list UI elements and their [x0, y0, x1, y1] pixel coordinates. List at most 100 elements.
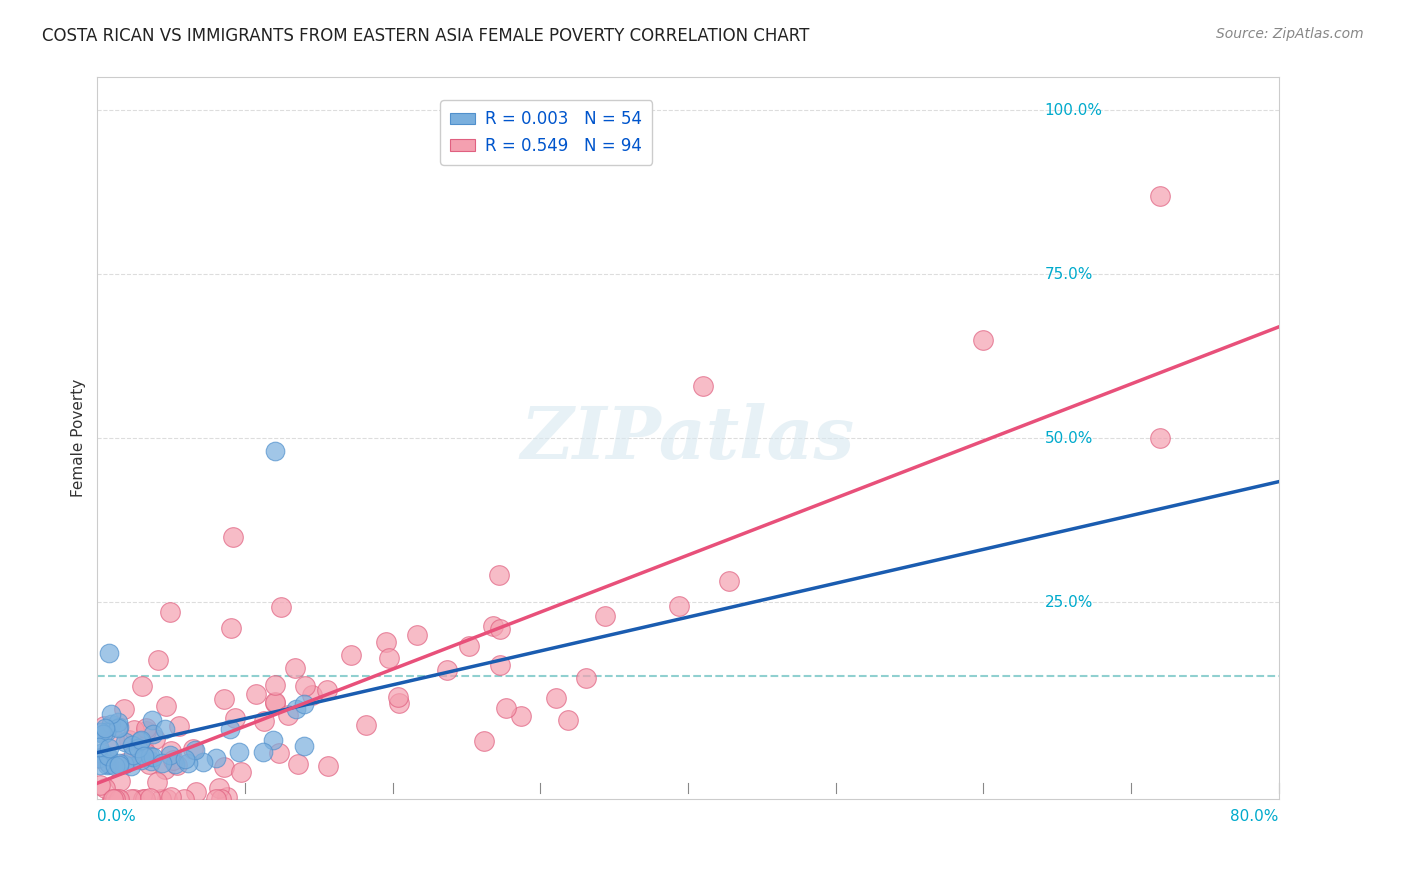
- Point: [575, 671, 598, 685]
- Point: [131, 679, 153, 693]
- Point: [160, 744, 183, 758]
- Point: [436, 663, 458, 677]
- Point: [292, 739, 315, 753]
- Point: [96, 749, 118, 764]
- Point: [229, 764, 252, 779]
- Point: [107, 721, 129, 735]
- Point: [100, 716, 122, 731]
- Point: [263, 696, 285, 710]
- Point: [107, 721, 129, 735]
- Point: [245, 687, 267, 701]
- Point: [228, 745, 250, 759]
- Point: [270, 599, 292, 614]
- Point: [100, 792, 122, 806]
- Point: [222, 531, 245, 545]
- Point: [107, 714, 129, 729]
- Point: [90, 747, 112, 761]
- Point: [692, 379, 714, 393]
- Point: [97, 749, 120, 764]
- Point: [155, 699, 177, 714]
- Point: [159, 789, 181, 804]
- Point: [96, 755, 118, 769]
- Text: 100.0%: 100.0%: [1045, 103, 1102, 118]
- Text: 75.0%: 75.0%: [1045, 267, 1092, 282]
- Point: [315, 683, 337, 698]
- Point: [121, 738, 143, 752]
- Point: [252, 746, 274, 760]
- Point: [191, 756, 214, 770]
- Point: [89, 778, 111, 792]
- Point: [89, 739, 111, 754]
- Point: [378, 651, 401, 665]
- Point: [155, 722, 177, 736]
- Point: [98, 740, 121, 755]
- Point: [209, 792, 232, 806]
- Point: [146, 653, 169, 667]
- Point: [387, 690, 409, 704]
- Point: [458, 640, 481, 654]
- Point: [159, 747, 181, 762]
- Point: [87, 750, 110, 764]
- Point: [112, 757, 135, 772]
- Point: [90, 725, 112, 739]
- Point: [103, 731, 125, 746]
- Point: [98, 757, 121, 772]
- Point: [294, 679, 316, 693]
- Point: [208, 780, 231, 795]
- Point: [141, 713, 163, 727]
- Point: [388, 696, 411, 710]
- Point: [340, 648, 363, 663]
- Point: [277, 707, 299, 722]
- Point: [114, 756, 136, 770]
- Text: ZIPatlas: ZIPatlas: [520, 403, 855, 474]
- Point: [165, 756, 187, 771]
- Point: [292, 697, 315, 711]
- Point: [481, 618, 503, 632]
- Point: [153, 762, 176, 776]
- Point: [143, 731, 166, 746]
- Point: [301, 688, 323, 702]
- Point: [557, 714, 579, 728]
- Point: [177, 756, 200, 770]
- Point: [122, 723, 145, 737]
- Point: [114, 735, 136, 749]
- Point: [205, 792, 228, 806]
- Point: [101, 792, 124, 806]
- Point: [184, 784, 207, 798]
- Point: [142, 727, 165, 741]
- Point: [406, 628, 429, 642]
- Point: [374, 634, 396, 648]
- Text: 25.0%: 25.0%: [1045, 595, 1092, 610]
- Point: [472, 734, 495, 748]
- Point: [668, 599, 690, 613]
- Point: [219, 723, 242, 737]
- Point: [264, 695, 287, 709]
- Point: [215, 790, 238, 805]
- Point: [96, 758, 118, 772]
- Point: [93, 719, 115, 733]
- Point: [120, 792, 142, 806]
- Text: 0.0%: 0.0%: [97, 809, 136, 824]
- Point: [174, 752, 197, 766]
- Point: [129, 733, 152, 747]
- Point: [94, 721, 117, 735]
- Point: [142, 749, 165, 764]
- Point: [138, 757, 160, 772]
- Point: [87, 751, 110, 765]
- Point: [141, 754, 163, 768]
- Point: [120, 759, 142, 773]
- Point: [287, 757, 309, 772]
- Point: [544, 691, 567, 706]
- Point: [972, 333, 994, 347]
- Text: 50.0%: 50.0%: [1045, 431, 1092, 446]
- Point: [122, 747, 145, 762]
- Point: [162, 753, 184, 767]
- Point: [107, 792, 129, 806]
- Point: [264, 678, 287, 692]
- Point: [354, 718, 377, 732]
- Point: [212, 691, 235, 706]
- Text: Source: ZipAtlas.com: Source: ZipAtlas.com: [1216, 27, 1364, 41]
- Point: [104, 792, 127, 806]
- Point: [104, 758, 127, 772]
- Point: [214, 760, 236, 774]
